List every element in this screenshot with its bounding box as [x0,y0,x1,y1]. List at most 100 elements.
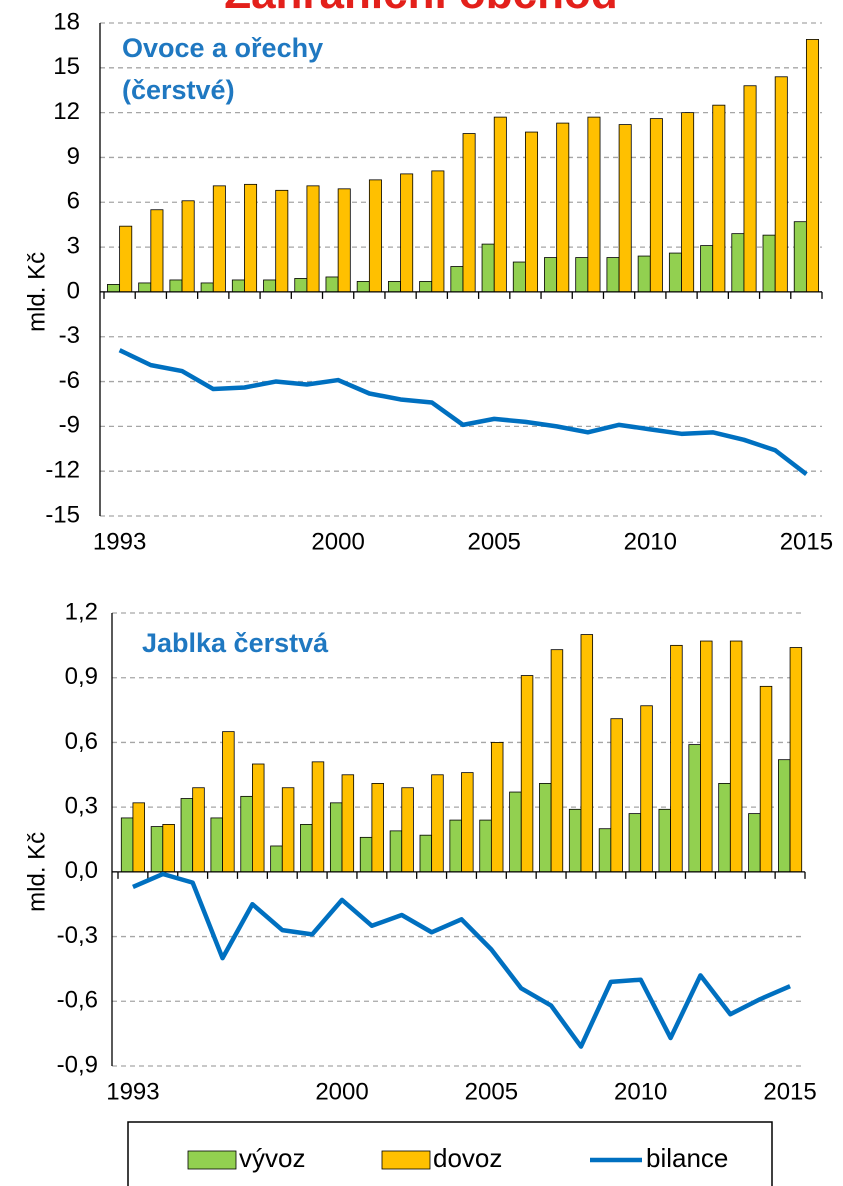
bar [628,813,642,873]
bar [387,281,401,293]
bar [618,124,632,293]
bar [637,255,651,293]
bar [252,763,265,873]
bar [461,772,474,873]
bar [759,685,773,873]
x-tick-label: 2010 [614,1078,667,1105]
y-tick-label: 0,0 [65,857,98,884]
bar [762,234,776,293]
x-tick-label: 2005 [468,528,521,555]
y-tick-label: 3 [67,232,80,259]
x-tick-label: 1993 [93,528,146,555]
x-tick-label: 1993 [106,1078,159,1105]
bar [306,185,320,293]
bar [793,221,807,293]
bar [729,640,743,873]
bar [658,808,671,873]
bar [556,122,570,293]
bar [774,76,788,293]
bar [337,188,351,293]
bar [419,834,433,873]
bar [462,133,476,293]
line-series [132,871,791,1049]
bar [700,640,713,873]
y-tick-label: -6 [59,367,80,394]
legend-label: dovoz [433,1143,502,1173]
bar [748,813,761,873]
x-tick-label: 2000 [315,1078,368,1105]
bar [490,742,504,873]
bar [431,774,444,873]
bar [294,278,308,293]
page-title: Zahraniční obchod [224,0,618,18]
bar [329,802,343,873]
y-tick-label: -9 [59,412,80,439]
bar [587,116,601,293]
bar [778,759,791,873]
bar [805,39,819,293]
bar [731,233,745,293]
bar [210,817,223,873]
bar [525,131,539,293]
bar [359,836,373,873]
bar [449,819,462,873]
y-tick-label: -15 [45,501,80,528]
bar [270,845,283,873]
y-tick-label: 1,2 [65,598,98,625]
bar [493,116,507,293]
bar [681,112,695,293]
bar [640,705,653,873]
y-tick-label: 18 [53,8,80,35]
bar [670,644,683,873]
bar [580,634,594,873]
bar [162,824,175,873]
x-tick-label: 2015 [780,528,833,555]
bar [431,170,445,293]
bar [150,826,164,873]
bar [181,200,195,293]
line-series [118,348,808,476]
y-tick-label: -12 [45,457,80,484]
y-tick-label: 9 [67,143,80,170]
annotation: (čerstvé) [122,75,235,105]
bar [649,118,663,293]
bar [544,257,558,293]
x-tick-label: 2005 [465,1078,518,1105]
x-tick-label: 2010 [624,528,677,555]
bar [119,225,133,293]
bar [169,279,183,293]
bar [281,787,295,873]
bar [743,85,757,293]
bar [222,731,235,873]
y-tick-label: 15 [53,53,80,80]
bar [389,830,403,873]
legend-swatch [187,1150,237,1170]
bar [212,185,226,293]
bar [668,252,682,293]
y-axis-label: mld. Kč [23,252,50,332]
y-tick-label: 12 [53,98,80,125]
x-tick-label: 2000 [311,528,364,555]
bar [132,802,145,873]
y-tick-label: 0,9 [65,663,98,690]
bar [539,783,552,873]
legend-swatch [381,1150,431,1170]
bar [598,828,612,873]
x-tick-label: 2015 [763,1078,816,1105]
bar [231,279,245,293]
bar [371,783,384,873]
bar [300,824,313,873]
y-tick-label: -0,9 [57,1051,98,1078]
bar [450,266,464,293]
y-tick-label: -0,3 [57,922,98,949]
bar [150,209,164,293]
bar [509,791,522,873]
bar [712,104,726,293]
bar [401,787,414,873]
bar [325,276,339,293]
bar [341,774,355,873]
bar [356,281,370,293]
bar [200,282,214,293]
bar [244,183,258,293]
